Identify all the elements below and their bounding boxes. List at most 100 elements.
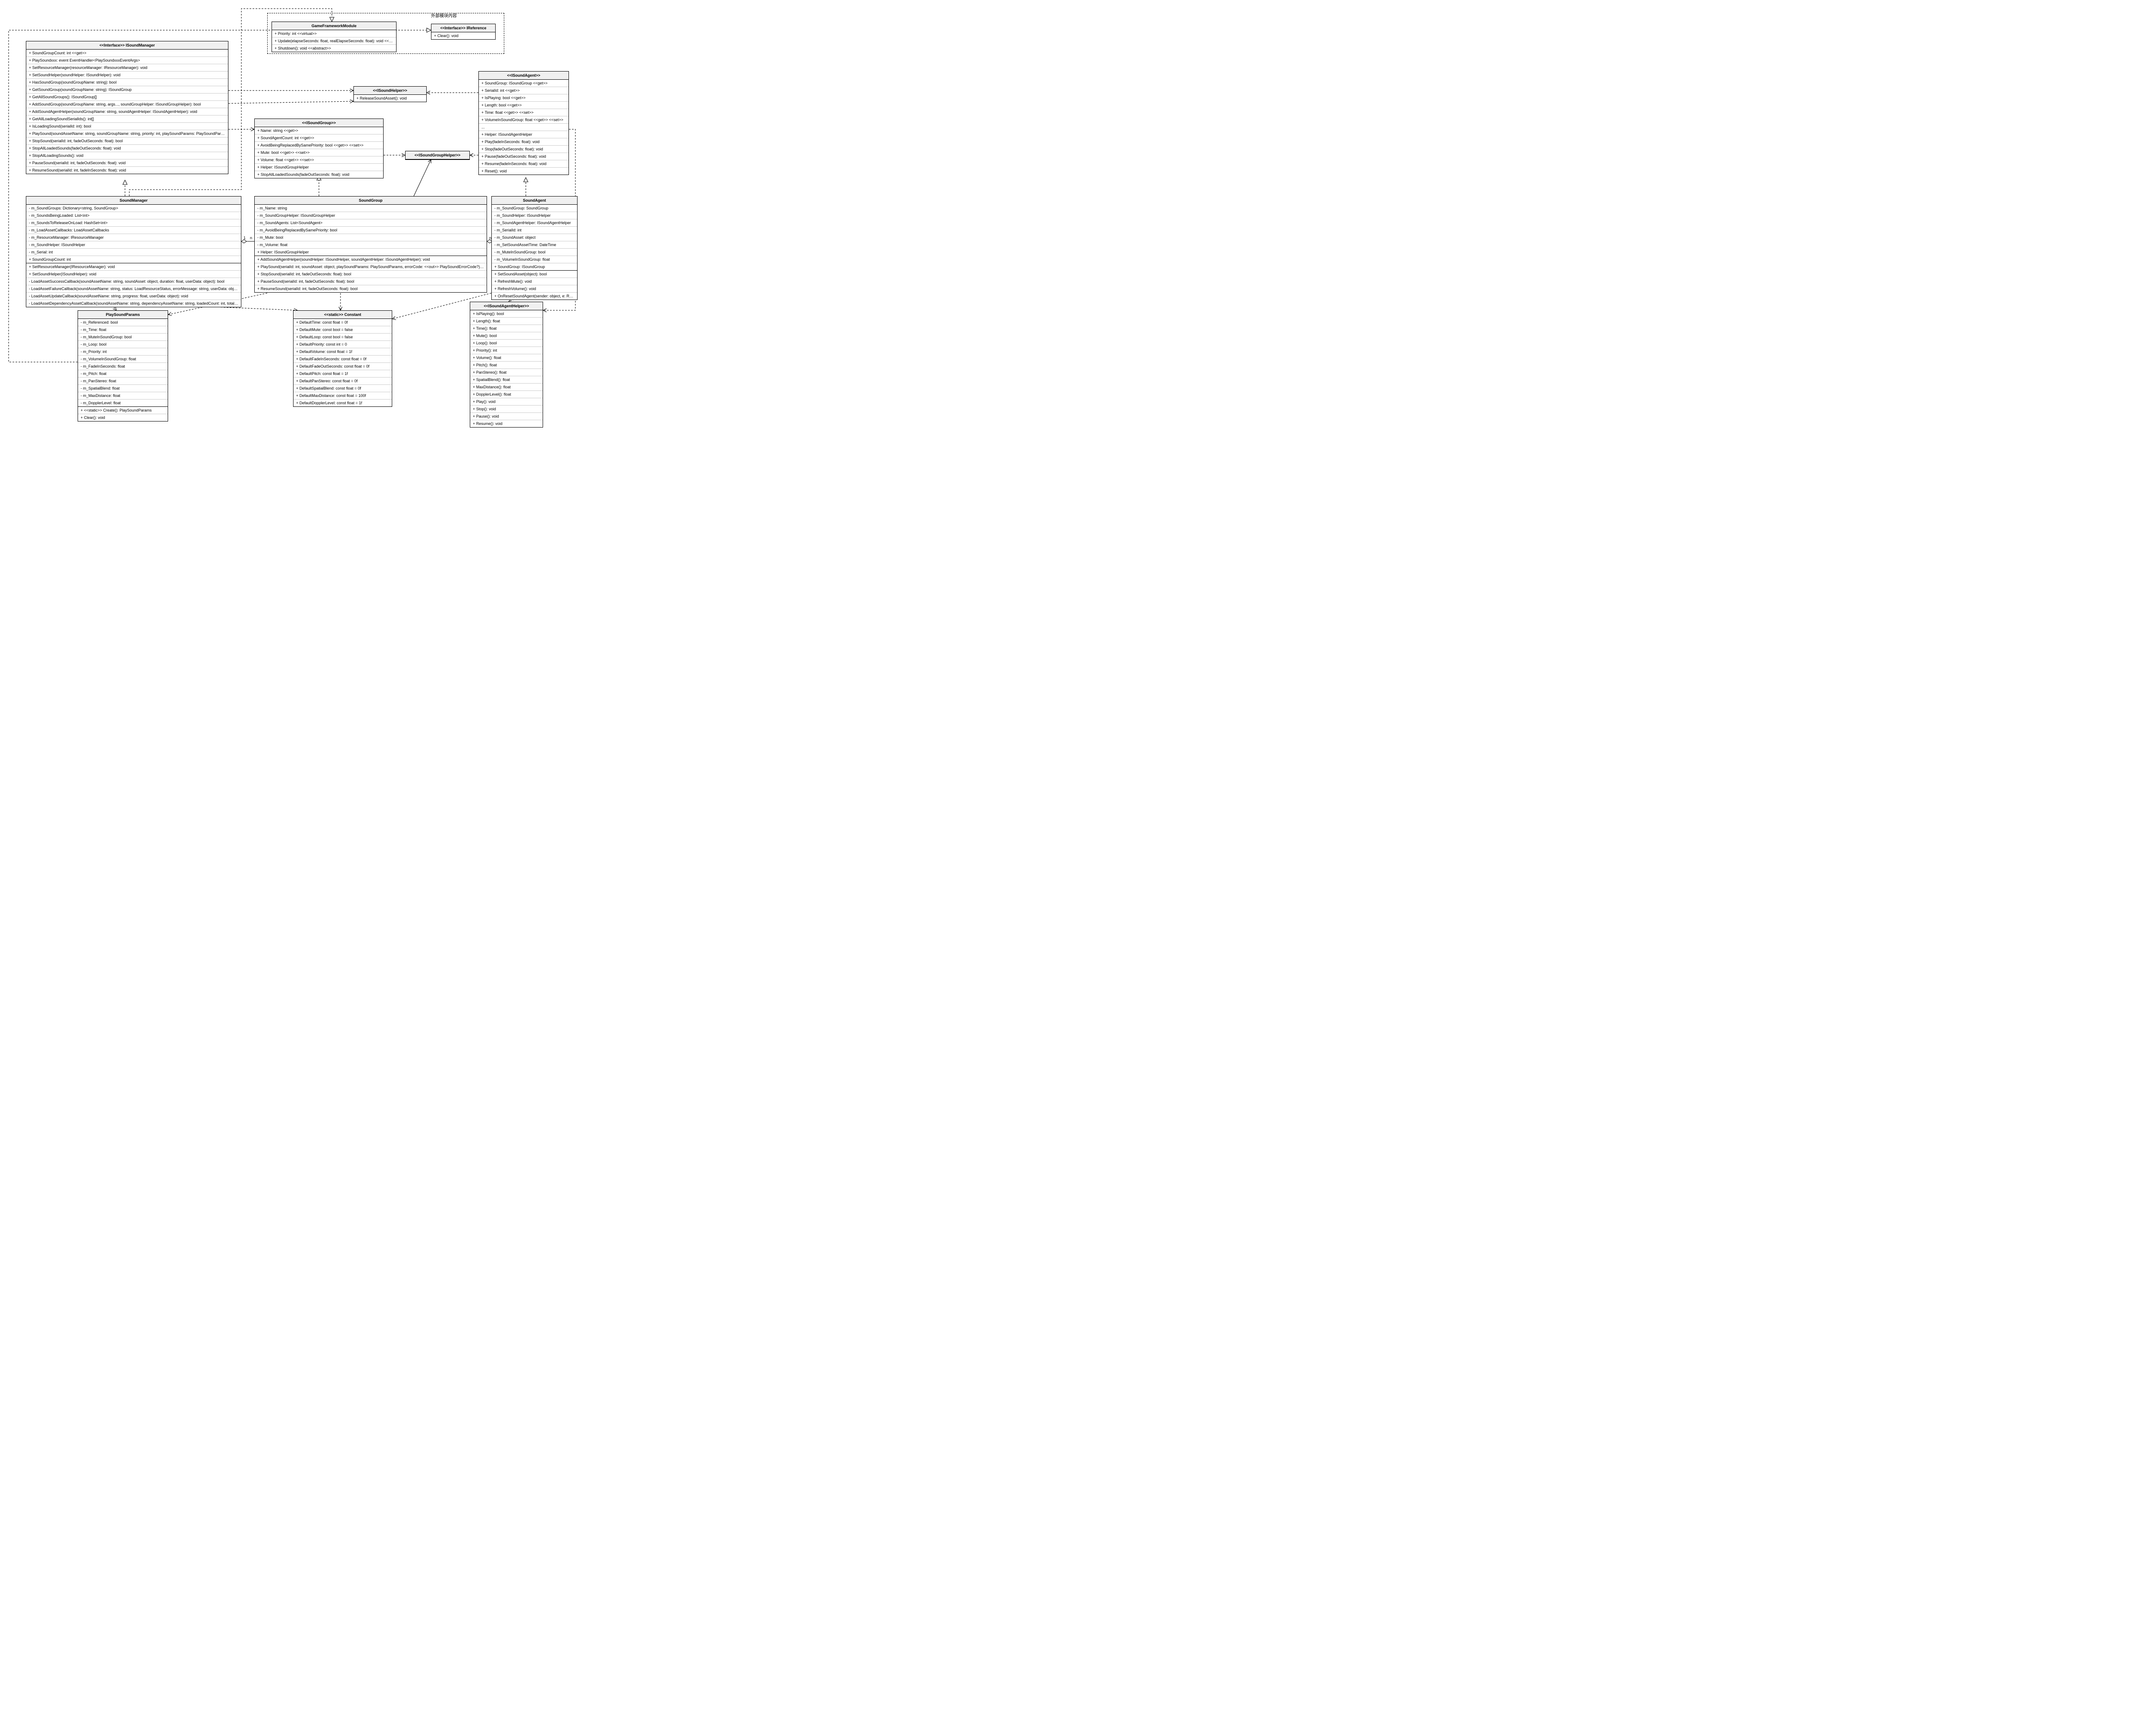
class-member: + Priority(): int xyxy=(470,347,543,354)
class-member: ... xyxy=(479,124,568,131)
class-member: + Time(): float xyxy=(470,325,543,332)
class-member: - m_SoundAgentHelper: ISoundAgentHelper xyxy=(492,219,577,227)
class-member: + IsLoadingSound(serialId: int): bool xyxy=(26,123,228,130)
class-member: + DefaultTime: const float = 0f xyxy=(294,319,392,326)
class-member: + Length(): float xyxy=(470,318,543,325)
class-member: - m_SoundsToReleaseOnLoad: HashSet<int> xyxy=(26,219,241,227)
class-PlaySoundParams: PlaySoundParams- m_Referenced: bool- m_T… xyxy=(78,310,168,422)
class-member: + DefaultDopplerLevel: const float = 1f xyxy=(294,400,392,406)
class-member: - m_Serial: int xyxy=(26,249,241,256)
class-member: + Helper: ISoundGroupHelper xyxy=(255,249,487,256)
class-ISoundAgent: <<ISoundAgent>>+ SoundGroup: ISoundGroup… xyxy=(478,71,569,175)
class-member: - m_ResourceManager: IResourceManager xyxy=(26,234,241,241)
class-title: SoundGroup xyxy=(255,197,487,205)
class-member: - m_SoundAsset: object xyxy=(492,234,577,241)
class-member: + StopAllLoadedSounds(fadeOutSeconds: fl… xyxy=(255,171,383,178)
class-member: + Stop(): void xyxy=(470,406,543,413)
class-member: + StopAllLoadingSounds(): void xyxy=(26,152,228,159)
class-member: - m_SetSoundAssetTime: DateTime xyxy=(492,241,577,249)
external-module-label: 外部模块内容 xyxy=(431,12,457,19)
class-member: + AvoidBeingReplacedBySamePriority: bool… xyxy=(255,142,383,149)
class-member: + VolumeInSoundGroup: float <<get>> <<se… xyxy=(479,116,568,124)
class-member: + PlaySound(soundAssetName: string, soun… xyxy=(26,130,228,137)
class-member: - m_SoundsBeingLoaded: List<int> xyxy=(26,212,241,219)
class-title: <<ISoundAgent>> xyxy=(479,72,568,80)
class-member: + IsPlaying(): bool xyxy=(470,310,543,318)
class-title: <<Interface>> IReference xyxy=(431,24,495,32)
class-member: + SetResourceManager(resourceManager: IR… xyxy=(26,64,228,72)
class-member: + HasSoundGroup(soundGroupName: string):… xyxy=(26,79,228,86)
class-member: + DefaultMute: const bool = false xyxy=(294,326,392,334)
class-member: + ResumeSound(serialId: int, fadeOutSeco… xyxy=(255,285,487,292)
class-member: + DefaultMaxDistance: const float = 100f xyxy=(294,392,392,400)
class-GameFrameworkModule: GameFrameworkModule+ Priority: int <<vir… xyxy=(272,22,397,52)
class-member: - m_Time: float xyxy=(78,326,168,334)
class-member: + DefaultVolume: const float = 1f xyxy=(294,348,392,356)
class-member: - m_DopplerLevel: float xyxy=(78,400,168,406)
class-member: + Play(fadeInSeconds: float): void xyxy=(479,138,568,146)
class-member: + Volume: float <<get>> <<set>> xyxy=(255,156,383,164)
class-member: + AddSoundAgentHelper(soundHelper: ISoun… xyxy=(255,256,487,263)
class-member: + PlaySound(serialId: int, soundAsset: o… xyxy=(255,263,487,271)
svg-text:1: 1 xyxy=(244,236,246,240)
class-title: <<Interface>> ISoundManager xyxy=(26,41,228,50)
class-title: PlaySoundParams xyxy=(78,311,168,319)
class-member: + GetSoundGroup(soundGroupName: string):… xyxy=(26,86,228,94)
class-member: + GetAllLoadingSoundSerialIds(): int[] xyxy=(26,116,228,123)
class-member: - m_Mute: bool xyxy=(255,234,487,241)
class-member: + Loop(): bool xyxy=(470,340,543,347)
class-member: + Mute(): bool xyxy=(470,332,543,340)
class-title: SoundAgent xyxy=(492,197,577,205)
class-title: SoundManager xyxy=(26,197,241,205)
class-member: - m_SoundAgents: List<SoundAgent> xyxy=(255,219,487,227)
class-member: + Helper: ISoundGroupHelper xyxy=(255,164,383,171)
class-ISoundGroup: <<ISoundGroup>>+ Name: string <<get>>+ S… xyxy=(254,119,384,178)
class-SoundAgent: SoundAgent- m_SoundGroup: SoundGroup- m_… xyxy=(491,196,578,300)
class-member: + SoundGroup: ISoundGroup xyxy=(492,263,577,270)
class-title: <<ISoundGroupHelper>> xyxy=(406,151,469,159)
class-member: - m_SpatialBlend: float xyxy=(78,385,168,392)
class-ISoundManager: <<Interface>> ISoundManager+ SoundGroupC… xyxy=(26,41,228,174)
class-member: + OnResetSoundAgent(sender: object, e: R… xyxy=(492,293,577,300)
class-member: + SoundAgentCount: int <<get>> xyxy=(255,134,383,142)
class-member: + AddSoundAgentHelper(soundGroupName: st… xyxy=(26,108,228,116)
class-member: + PauseSound(serialId: int, fadeOutSecon… xyxy=(26,159,228,167)
class-title: <<static>> Constant xyxy=(294,311,392,319)
class-member: + SoundGroup: ISoundGroup <<get>> xyxy=(479,80,568,87)
class-member: + SpatialBlend(): float xyxy=(470,376,543,384)
class-member: - LoadAssetDependencyAssetCallback(sound… xyxy=(26,300,241,307)
class-member: - m_LoadAssetCallbacks: LoadAssetCallbac… xyxy=(26,227,241,234)
class-SoundManager: SoundManager- m_SoundGroups: Dictionary<… xyxy=(26,196,241,307)
class-member: + Reset(): void xyxy=(479,168,568,175)
class-member: + SerialId: int <<get>> xyxy=(479,87,568,94)
class-member: + Name: string <<get>> xyxy=(255,127,383,134)
class-member: + Mute: bool <<get>> <<set>> xyxy=(255,149,383,156)
class-member: + PanStereo(): float xyxy=(470,369,543,376)
class-IReference: <<Interface>> IReference+ Clear(): void xyxy=(431,24,496,40)
class-member: + SetResourceManager(IResourceManager): … xyxy=(26,263,241,271)
class-member: + Helper: ISoundAgentHelper xyxy=(479,131,568,138)
class-member: + Resume(fadeInSeconds: float): void xyxy=(479,160,568,168)
class-member: + ReleaseSoundAsset(): void xyxy=(354,95,426,102)
class-member: - m_SoundGroupHelper: ISoundGroupHelper xyxy=(255,212,487,219)
class-member: - m_PanStereo: float xyxy=(78,378,168,385)
class-member: + RefreshMute(): void xyxy=(492,278,577,285)
class-member: - m_SoundGroups: Dictionary<string, Soun… xyxy=(26,205,241,212)
class-member: + ResumeSound(serialId: int, fadeInSecon… xyxy=(26,167,228,174)
class-member: - m_VolumeInSoundGroup: float xyxy=(78,356,168,363)
class-member: + PauseSound(serialId: int, fadeOutSecon… xyxy=(255,278,487,285)
class-member: + Pitch(): float xyxy=(470,362,543,369)
class-member: + SetSoundHelper(soundHelper: ISoundHelp… xyxy=(26,72,228,79)
class-member: - LoadAssetFailureCallback(soundAssetNam… xyxy=(26,285,241,293)
class-member: - m_Pitch: float xyxy=(78,370,168,378)
class-member: + SetSoundHelper(ISoundHelper): void xyxy=(26,271,241,278)
class-member: + Shutdown(): void <<abstract>> xyxy=(272,45,396,52)
class-member: + DefaultFadeInSeconds: const float = 0f xyxy=(294,356,392,363)
class-member: - m_Name: string xyxy=(255,205,487,212)
class-member: + DefaultPanStereo: const float = 0f xyxy=(294,378,392,385)
class-member: + GetAllSoundGroups(): ISoundGroup[] xyxy=(26,94,228,101)
class-member: + Clear(): void xyxy=(431,32,495,39)
class-Constant: <<static>> Constant+ DefaultTime: const … xyxy=(293,310,392,407)
class-member: + Pause(): void xyxy=(470,413,543,420)
class-member: + Update(elapseSeconds: float, realElaps… xyxy=(272,37,396,45)
